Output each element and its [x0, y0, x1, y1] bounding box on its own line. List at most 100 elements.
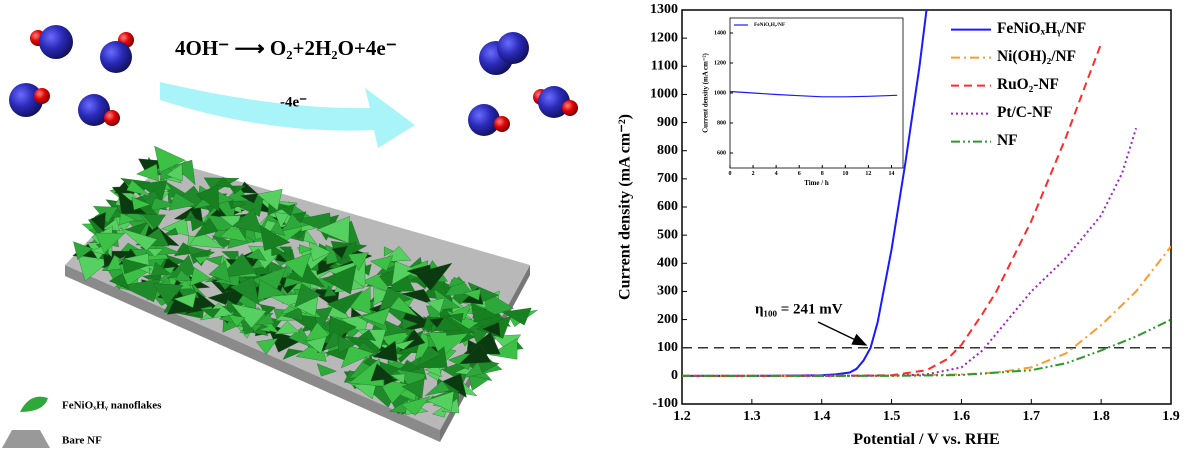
- flake: [255, 313, 275, 326]
- y-tick-label: 600: [657, 199, 678, 214]
- flake: [274, 212, 290, 229]
- flake: [415, 345, 442, 368]
- flake: [316, 363, 337, 377]
- flake: [448, 313, 464, 324]
- flake: [462, 288, 481, 301]
- flake: [230, 303, 267, 329]
- flake: [401, 378, 425, 399]
- flake: [426, 297, 445, 314]
- flake: [282, 348, 304, 360]
- flake: [482, 321, 501, 337]
- flake: [281, 306, 304, 321]
- flake: [429, 317, 445, 328]
- flake: [150, 262, 172, 277]
- flake: [227, 314, 246, 328]
- y-tick-label: 500: [657, 227, 678, 242]
- flake: [131, 196, 152, 211]
- y-tick-label: 700: [657, 171, 678, 186]
- y-tick-label: 800: [657, 143, 678, 158]
- flake: [280, 203, 296, 217]
- flake: [109, 273, 130, 290]
- flake: [361, 274, 395, 295]
- y-tick-label: 1100: [651, 59, 678, 74]
- reaction: 4OH⁻ ⟶ O₂+2H₂O+4e⁻: [175, 36, 397, 60]
- legend-label: FeNiOₓHᵧ/NF: [754, 22, 786, 28]
- x-axis-label: Time / h: [804, 180, 829, 187]
- flake: [305, 336, 327, 354]
- flake: [447, 277, 466, 288]
- y-tick-label: 400: [657, 256, 678, 271]
- legend-label: RuO₂-NF: [997, 76, 1059, 93]
- x-tick-label: 2: [752, 171, 755, 177]
- flake: [94, 232, 125, 254]
- flake: [377, 378, 411, 404]
- flake: [399, 360, 420, 374]
- y-axis-label: Current density (mA cm⁻²): [703, 53, 710, 133]
- legend-nf: [2, 430, 50, 448]
- x-tick-label: 1.7: [1023, 409, 1041, 424]
- flake: [90, 211, 106, 233]
- y-tick-label: 600: [717, 150, 726, 156]
- flake: [400, 396, 431, 416]
- legend-label: FeNiOₓHᵧ/NF: [997, 20, 1086, 37]
- flake: [194, 255, 211, 265]
- x-tick-label: 12: [865, 171, 871, 177]
- y-tick-label: 200: [657, 312, 678, 327]
- x-tick-label: 1.9: [1162, 409, 1180, 424]
- flake: [324, 331, 351, 351]
- y-tick-label: 1300: [650, 2, 678, 17]
- legend-text: FeNiOₓHᵧ nanoflakes: [62, 400, 162, 412]
- y-tick-label: 100: [657, 340, 678, 355]
- flake: [308, 241, 332, 262]
- flake: [370, 363, 394, 382]
- flake: [126, 179, 151, 197]
- y-tick-label: -100: [652, 396, 678, 411]
- flake: [275, 252, 289, 264]
- flake: [196, 184, 220, 212]
- x-tick-label: 1.4: [813, 409, 831, 424]
- flake: [340, 345, 375, 369]
- y-tick-label: 900: [657, 115, 678, 130]
- flake: [201, 308, 221, 319]
- y-tick-label: 300: [657, 284, 678, 299]
- flake: [136, 163, 159, 182]
- flake: [231, 208, 263, 234]
- x-tick-label: 1.2: [673, 409, 691, 424]
- x-tick-label: 6: [798, 171, 801, 177]
- flake: [152, 283, 184, 306]
- flake: [154, 145, 186, 173]
- flake: [501, 307, 532, 326]
- y-tick-label: 1200: [714, 60, 726, 66]
- flake: [208, 260, 231, 283]
- x-tick-label: 4: [775, 171, 778, 177]
- x-tick-label: 1.8: [1092, 409, 1110, 424]
- flake: [245, 248, 267, 262]
- flake: [357, 329, 377, 342]
- molecules: [9, 25, 578, 136]
- flake: [150, 197, 178, 212]
- flake: [271, 245, 286, 256]
- flake: [119, 278, 161, 303]
- legend-label: Pt/C-NF: [997, 104, 1053, 121]
- flake: [173, 292, 197, 308]
- flake: [389, 373, 406, 384]
- flake: [323, 285, 337, 298]
- flake: [194, 217, 219, 238]
- x-tick-label: 0: [729, 171, 732, 177]
- flake: [299, 244, 313, 254]
- flake: [211, 235, 234, 249]
- flake: [316, 216, 350, 244]
- flake: [146, 248, 164, 258]
- legend-text: Bare NF: [62, 435, 102, 447]
- flake: [121, 258, 150, 275]
- annotation: η₁₀₀ = 241 mV: [755, 301, 843, 317]
- x-axis-label: Potential / V vs. RHE: [853, 431, 1000, 448]
- flake: [215, 177, 236, 189]
- flake: [73, 241, 94, 260]
- flake: [322, 264, 357, 295]
- flake: [326, 290, 364, 314]
- flake: [210, 207, 229, 219]
- series-line: [682, 318, 1171, 377]
- flake: [189, 266, 212, 286]
